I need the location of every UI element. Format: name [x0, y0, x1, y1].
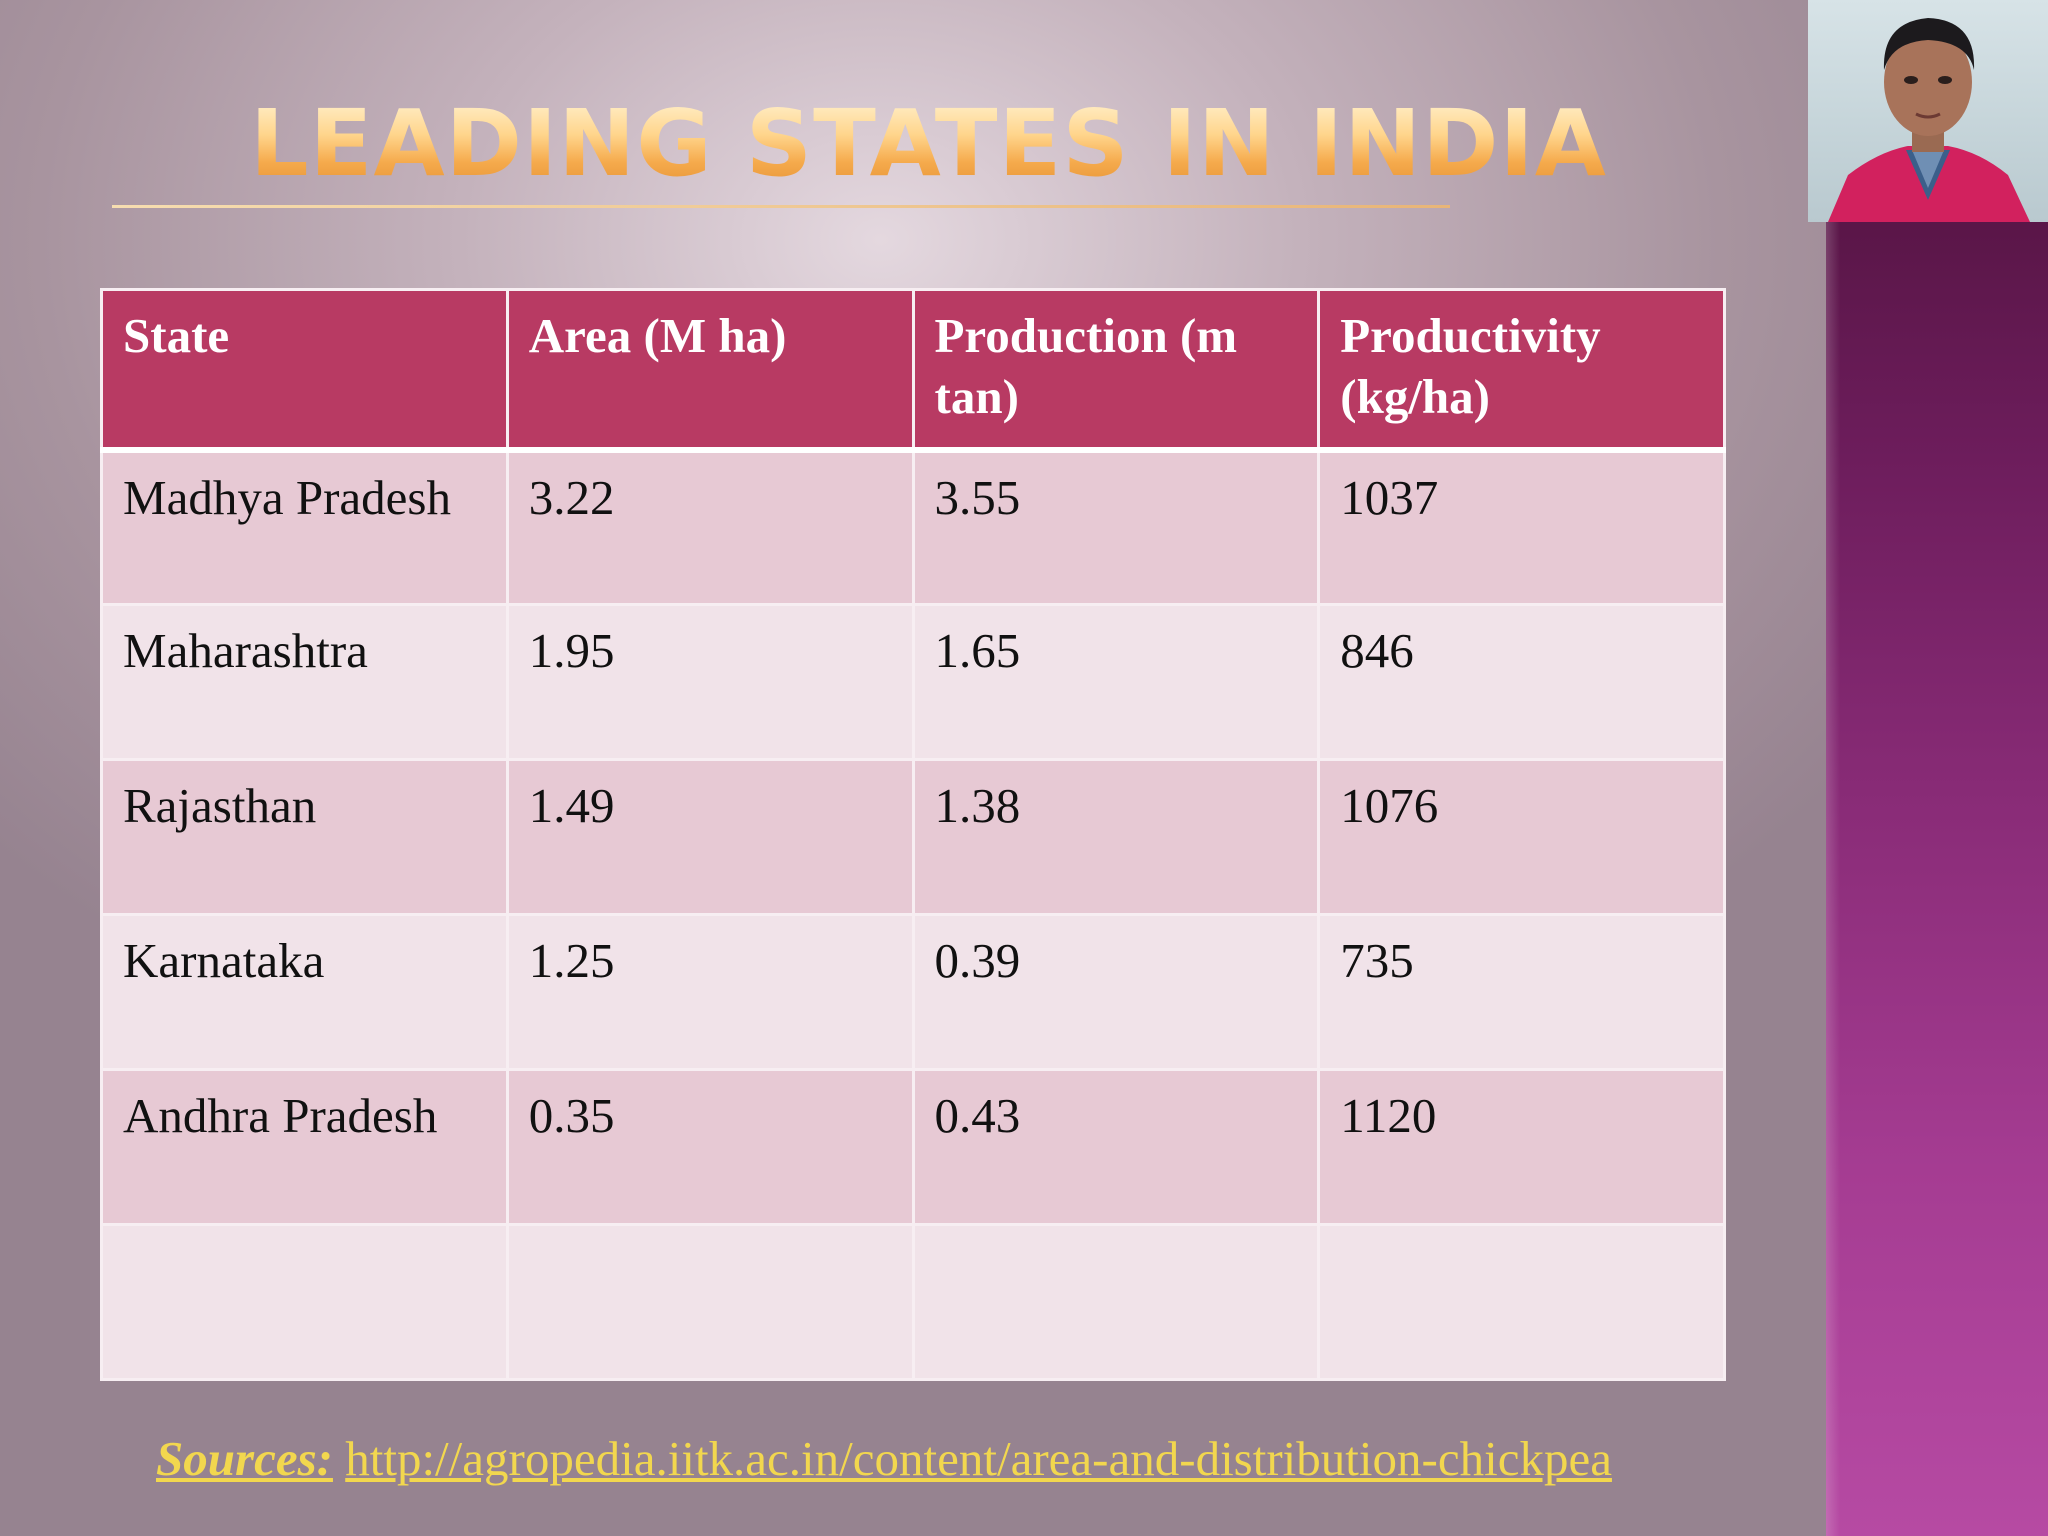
title-underline	[112, 205, 1450, 208]
cell-production: 0.39	[911, 913, 1321, 1071]
person-portrait-image	[1828, 18, 2030, 222]
cell-area: 1.95	[505, 603, 915, 761]
cell-state: Rajasthan	[100, 758, 509, 916]
decorative-side-bar	[1826, 222, 2048, 1536]
cell-area: 1.25	[505, 913, 915, 1071]
sources-label: Sources:	[156, 1431, 333, 1486]
header-state: State	[100, 288, 509, 451]
slide-title: LEADING STATES IN INDIA	[250, 90, 1607, 197]
table-row: Maharashtra 1.95 1.65 846	[100, 603, 1726, 761]
cell-production: 1.38	[911, 758, 1321, 916]
table-row: Andhra Pradesh 0.35 0.43 1120	[100, 1068, 1726, 1226]
cell-productivity: 1076	[1317, 758, 1726, 916]
cell-state: Maharashtra	[100, 603, 509, 761]
header-productivity: Productivity (kg/ha)	[1317, 288, 1726, 451]
cell-area: 3.22	[505, 448, 915, 606]
cell-state: Madhya Pradesh	[100, 448, 509, 606]
states-table: State Area (M ha) Production (m tan) Pro…	[100, 288, 1726, 1381]
cell-area: 0.35	[505, 1068, 915, 1226]
table-header-row: State Area (M ha) Production (m tan) Pro…	[100, 288, 1726, 451]
header-production: Production (m tan)	[911, 288, 1321, 451]
table-row: Madhya Pradesh 3.22 3.55 1037	[100, 448, 1726, 606]
cell-area	[505, 1223, 915, 1381]
cell-production	[911, 1223, 1321, 1381]
cell-state: Karnataka	[100, 913, 509, 1071]
table-row: Karnataka 1.25 0.39 735	[100, 913, 1726, 1071]
cell-production: 3.55	[911, 448, 1321, 606]
header-area: Area (M ha)	[505, 288, 915, 451]
sources-link[interactable]: http://agropedia.iitk.ac.in/content/area…	[345, 1431, 1612, 1486]
cell-production: 0.43	[911, 1068, 1321, 1226]
cell-productivity: 1120	[1317, 1068, 1726, 1226]
cell-productivity: 735	[1317, 913, 1726, 1071]
cell-state	[100, 1223, 509, 1381]
cell-area: 1.49	[505, 758, 915, 916]
cell-productivity	[1317, 1223, 1726, 1381]
table-row: Rajasthan 1.49 1.38 1076	[100, 758, 1726, 916]
sources-line: Sources: http://agropedia.iitk.ac.in/con…	[156, 1430, 1612, 1487]
cell-productivity: 846	[1317, 603, 1726, 761]
cell-productivity: 1037	[1317, 448, 1726, 606]
cell-production: 1.65	[911, 603, 1321, 761]
table-row-empty	[100, 1223, 1726, 1381]
cell-state: Andhra Pradesh	[100, 1068, 509, 1226]
presenter-photo	[1808, 0, 2048, 222]
